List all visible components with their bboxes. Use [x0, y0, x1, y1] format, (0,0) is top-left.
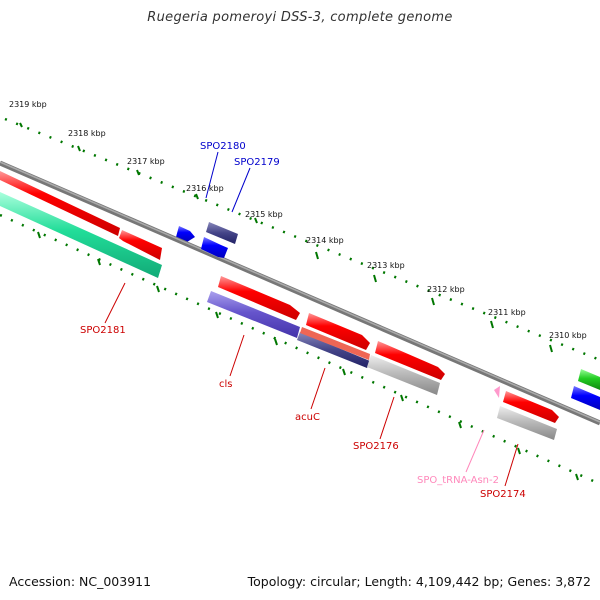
tick-label: 2318 kbp — [68, 129, 106, 138]
tick-label: 2310 kbp — [549, 331, 587, 340]
genome-backbone — [0, 160, 600, 426]
gene-spo2176[interactable] — [375, 341, 445, 380]
tick-label: 2315 kbp — [245, 210, 283, 219]
tick-label: 2311 kbp — [488, 308, 526, 317]
gene-spo2179[interactable] — [206, 222, 238, 244]
label-leaders — [104, 151, 519, 487]
tick-label: 2319 kbp — [9, 100, 47, 109]
tick-label: 2316 kbp — [186, 184, 224, 193]
reverse-strand-inner — [207, 291, 600, 440]
label-spo2181[interactable]: SPO2181 — [80, 325, 126, 336]
inner-tick-ring — [0, 213, 600, 486]
gene-blue-small[interactable] — [201, 237, 228, 258]
gene-acuc-orange[interactable] — [300, 327, 370, 360]
kbp-labels: 2319 kbp 2318 kbp 2317 kbp 2316 kbp 2315… — [9, 100, 587, 340]
tick-label: 2317 kbp — [127, 157, 165, 166]
gene-blue-edge[interactable] — [571, 386, 600, 410]
label-trna-asn-2[interactable]: SPO_tRNA-Asn-2 — [417, 475, 499, 486]
label-acuc[interactable]: acuC — [295, 412, 320, 423]
gene-acuc-navy[interactable] — [297, 332, 370, 368]
gene-spo2181-aqua[interactable] — [0, 192, 162, 278]
inner-major-ticks — [37, 231, 579, 481]
tick-label: 2313 kbp — [367, 261, 405, 270]
accession-text: Accession: NC_003911 — [9, 574, 152, 589]
gene-cls-purple[interactable] — [207, 291, 300, 338]
gene-spo2181-fwd[interactable] — [0, 171, 120, 236]
gene-spo2174[interactable] — [503, 391, 559, 423]
gene-spo2181-fwd-b[interactable] — [119, 230, 162, 260]
label-spo2176[interactable]: SPO2176 — [353, 441, 399, 452]
outer-major-ticks — [19, 122, 553, 353]
gene-acuc[interactable] — [306, 313, 370, 350]
label-cls[interactable]: cls — [219, 379, 233, 390]
map-title: Ruegeria pomeroyi DSS-3, complete genome — [147, 10, 453, 25]
gene-cls[interactable] — [218, 276, 300, 320]
trna-asn-2[interactable] — [494, 386, 500, 398]
gene-spo2176-grey[interactable] — [367, 355, 440, 395]
gene-labels: SPO2180 SPO2179 SPO2181 cls acuC SPO2176… — [80, 141, 526, 500]
gene-spo2180[interactable] — [176, 226, 195, 242]
tick-label: 2314 kbp — [306, 236, 344, 245]
gene-spo2174-grey[interactable] — [497, 406, 557, 440]
label-spo2179[interactable]: SPO2179 — [234, 157, 280, 168]
forward-strand — [0, 171, 238, 260]
topology-summary: Topology: circular; Length: 4,109,442 bp… — [247, 574, 591, 589]
label-spo2174[interactable]: SPO2174 — [480, 489, 526, 500]
tick-label: 2312 kbp — [427, 285, 465, 294]
label-spo2180[interactable]: SPO2180 — [200, 141, 246, 152]
reverse-strand — [0, 192, 600, 423]
gene-green-edge[interactable] — [578, 369, 600, 390]
